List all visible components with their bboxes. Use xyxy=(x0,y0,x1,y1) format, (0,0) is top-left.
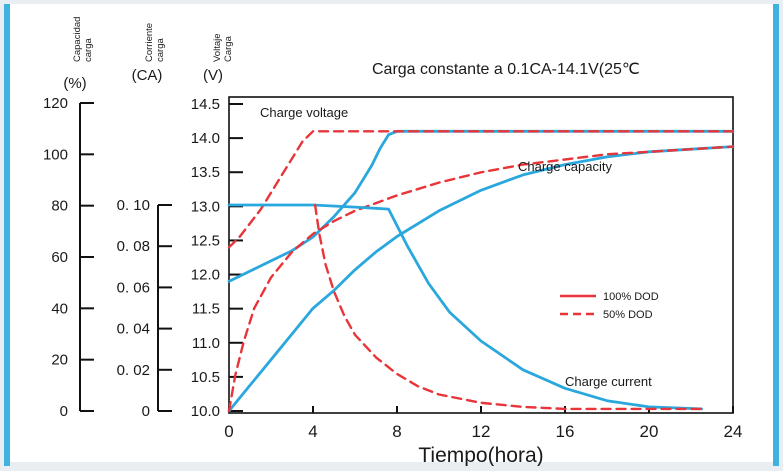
y-tick-label-current: 0. 06 xyxy=(117,279,150,296)
y-tick-label-capacity: 20 xyxy=(51,352,68,369)
y-tick-label-voltage: 11.0 xyxy=(192,335,220,352)
frame-left-border xyxy=(4,4,10,466)
y-tick-label-voltage: 13.5 xyxy=(191,164,220,181)
y-tick-label-voltage: 12.5 xyxy=(191,232,220,249)
y-tick-label-capacity: 40 xyxy=(51,300,68,317)
y-tick-label-capacity: 100 xyxy=(43,146,68,163)
y-tick-label-capacity: 120 xyxy=(43,95,68,112)
x-axis-label: Tiempo(hora) xyxy=(418,444,543,466)
y-tick-label-voltage: 10.5 xyxy=(191,369,220,386)
series-charge-current-100-dod xyxy=(227,203,703,411)
x-tick-label: 8 xyxy=(392,422,401,441)
chart-background xyxy=(4,4,779,462)
annotation-charge-current: Charge current xyxy=(565,374,652,389)
x-tick-label: 12 xyxy=(472,422,491,441)
y-tick-label-voltage: 12.0 xyxy=(191,267,220,284)
y-tick-label-voltage: 11.5 xyxy=(192,301,220,318)
legend: 100% DOD 50% DOD xyxy=(560,291,659,321)
y-axis-unit-capacity: (%) xyxy=(63,75,86,92)
y-axis-title-current: carga xyxy=(155,38,166,62)
y-tick-label-voltage: 13.0 xyxy=(191,198,220,215)
y-axis-title-voltage: Carga xyxy=(223,35,234,62)
y-tick-label-current: 0. 08 xyxy=(117,238,150,255)
series-charge-current-50-dod xyxy=(313,203,703,411)
y-tick-label-current: 0. 10 xyxy=(117,197,150,214)
y-axis-title-voltage: Voltaje xyxy=(212,33,223,62)
x-tick-label: 16 xyxy=(556,422,575,441)
legend-label-50-dod: 50% DOD xyxy=(603,309,653,321)
y-axis-unit-current: (CA) xyxy=(132,67,163,84)
series-layer xyxy=(227,129,735,413)
y-axis-unit-voltage: (V) xyxy=(203,67,223,84)
y-tick-label-voltage: 14.0 xyxy=(191,130,220,147)
series-charge-capacity-50-dod xyxy=(227,145,735,413)
x-tick-label: 4 xyxy=(308,422,317,441)
y-tick-label-current: 0. 04 xyxy=(117,321,150,338)
y-axis-current: 0 0. 02 0. 04 0. 06 0. 08 0. 10 (CA) Corriente c… xyxy=(117,23,172,420)
annotation-layer: Charge voltage Charge capacity Charge cu… xyxy=(260,105,652,389)
x-tick-label: 24 xyxy=(724,422,743,441)
annotation-charge-capacity: Charge capacity xyxy=(518,159,612,174)
y-tick-label-capacity: 80 xyxy=(51,198,68,215)
x-axis: 0 4 8 12 16 20 24 xyxy=(224,406,742,441)
annotation-charge-voltage: Charge voltage xyxy=(260,105,348,120)
legend-label-100-dod: 100% DOD xyxy=(603,291,659,303)
y-axis-title-current: Corriente xyxy=(144,23,155,62)
y-axis-title-capacity: carga xyxy=(83,38,94,62)
frame-right-border xyxy=(773,4,779,466)
y-tick-label-voltage: 14.5 xyxy=(191,96,220,113)
y-tick-label-voltage: 10.0 xyxy=(191,403,220,420)
series-charge-capacity-100-dod xyxy=(227,145,735,413)
y-tick-label-current: 0 xyxy=(142,403,150,420)
y-axis-voltage: 10.0 10.5 11.0 11.5 12.0 12.5 13.0 13.5 14.0 14.5… xyxy=(191,33,243,420)
y-tick-label-current: 0. 02 xyxy=(117,362,150,379)
y-tick-label-capacity: 0 xyxy=(60,403,68,420)
series-charge-voltage-50-dod xyxy=(227,130,735,249)
x-tick-label: 0 xyxy=(224,422,233,441)
y-axis-capacity: 0 20 40 60 80 100 120 (%) Capacidad carga xyxy=(43,17,94,420)
x-tick-label: 20 xyxy=(640,422,659,441)
chart-title: Carga constante a 0.1CA-14.1V(25℃ xyxy=(372,61,640,78)
y-tick-label-capacity: 60 xyxy=(51,249,68,266)
y-axis-title-capacity: Capacidad xyxy=(72,17,83,62)
